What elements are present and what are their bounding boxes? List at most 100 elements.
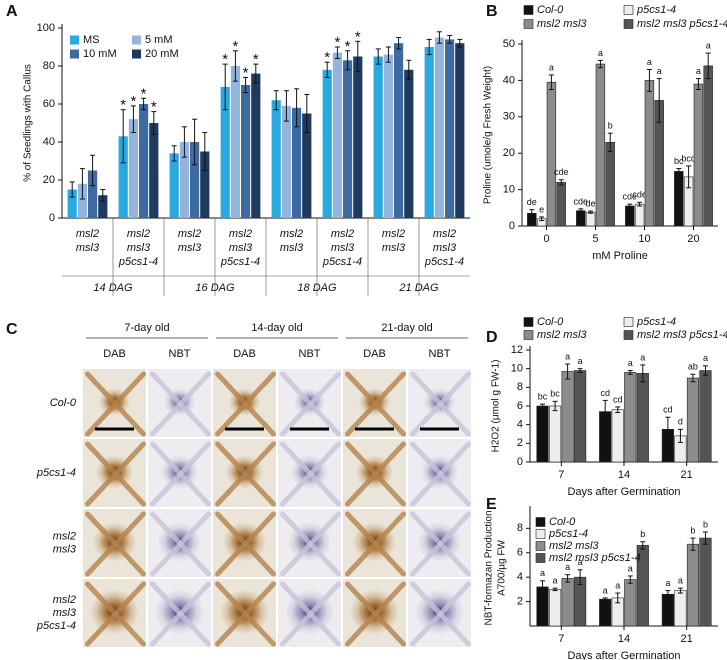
- bar: [574, 370, 587, 463]
- group-label: 14 DAG: [93, 282, 133, 294]
- error-bar: [294, 88, 300, 128]
- x-tick-label: msl2: [433, 228, 456, 240]
- x-tick-label: 7: [558, 469, 564, 481]
- leaf-stalk: [113, 471, 146, 507]
- leaf-stalk: [85, 401, 118, 437]
- leaf-stalk: [178, 511, 211, 547]
- leaf-stalk: [438, 401, 471, 437]
- significance-label: *: [355, 28, 361, 45]
- bar: [322, 69, 332, 218]
- leaf-stalk: [243, 471, 276, 507]
- leaf-stalk: [178, 541, 211, 577]
- y-tick-label: 30: [503, 111, 515, 123]
- age-header: 7-day old: [124, 322, 169, 334]
- bar: [674, 590, 687, 627]
- legend-swatch: [70, 35, 79, 45]
- error-bar: [695, 78, 701, 90]
- bar: [251, 73, 261, 218]
- error-bar: [120, 109, 126, 164]
- error-bar: [457, 38, 463, 48]
- error-bar: [540, 403, 546, 409]
- leaf-stalk: [345, 371, 378, 407]
- legend-label: msl2 msl3 p5cs1-4: [549, 552, 641, 564]
- bar: [343, 60, 353, 218]
- group-label: 18 DAG: [297, 282, 337, 294]
- leaf-stalk: [410, 581, 443, 617]
- bar: [624, 579, 637, 627]
- y-tick-label: 6: [517, 547, 523, 559]
- error-bar: [548, 74, 554, 90]
- significance-label: bcd: [681, 153, 696, 163]
- leaf-stalk: [85, 541, 118, 577]
- leaf-stalk: [280, 441, 313, 477]
- leaf-stalk: [215, 581, 248, 617]
- y-tick-label: 4: [517, 571, 523, 583]
- group-label: 21 DAG: [398, 282, 439, 294]
- row-label: p5cs1-4: [36, 620, 76, 632]
- x-tick-label: msl3: [382, 242, 406, 254]
- bar: [302, 113, 312, 218]
- stain-header: DAB: [363, 348, 386, 360]
- x-axis-label: mM Proline: [592, 250, 648, 262]
- bar: [644, 80, 655, 227]
- error-bar: [243, 76, 249, 94]
- significance-label: cde: [623, 192, 638, 202]
- x-tick-label: msl2: [331, 228, 354, 240]
- error-bar: [665, 416, 671, 442]
- error-bar: [577, 368, 583, 373]
- error-bar: [90, 154, 96, 187]
- significance-label: b: [608, 121, 613, 131]
- error-bar: [702, 531, 708, 545]
- leaf-stalk: [410, 511, 443, 547]
- y-tick-label: 40: [43, 136, 55, 148]
- row-label: msl3: [53, 543, 77, 555]
- leaf-stalk: [215, 541, 248, 577]
- error-bar: [607, 132, 613, 152]
- bar: [271, 100, 281, 218]
- error-bar: [375, 48, 381, 65]
- leaf-stalk: [345, 541, 378, 577]
- y-tick-label: 0: [509, 220, 515, 232]
- error-bar: [273, 90, 279, 111]
- bar: [98, 195, 108, 218]
- age-header: 14-day old: [251, 322, 302, 334]
- legend-label: p5cs1-4: [636, 316, 676, 328]
- significance-label: a: [615, 580, 620, 590]
- significance-label: *: [130, 93, 136, 110]
- error-bar: [646, 68, 652, 92]
- legend-label: 10 mM: [83, 48, 117, 60]
- significance-label: a: [565, 562, 570, 572]
- error-bar: [552, 400, 558, 412]
- error-bar: [324, 61, 330, 78]
- leaf-stalk: [215, 611, 248, 647]
- bar: [179, 142, 189, 218]
- error-bar: [676, 167, 682, 175]
- error-bar: [656, 78, 662, 123]
- leaf-stalk: [410, 471, 443, 507]
- bar: [118, 136, 128, 218]
- legend-label: Col-0: [537, 4, 564, 16]
- leaf-stalk: [308, 611, 341, 647]
- leaf-stalk: [373, 511, 406, 547]
- bar: [536, 405, 549, 463]
- leaf-stalk: [243, 581, 276, 617]
- x-tick-label: p5cs1-4: [322, 256, 362, 268]
- error-bar: [385, 46, 391, 63]
- legend-label: Col-0: [537, 316, 564, 328]
- legend-swatch: [535, 529, 546, 539]
- y-tick-label: 2: [517, 595, 523, 607]
- error-bar: [529, 209, 535, 218]
- significance-label: cde: [554, 167, 569, 177]
- leaf-stalk: [243, 541, 276, 577]
- bar: [686, 377, 700, 463]
- leaf-stalk: [113, 611, 146, 647]
- leaf-stalk: [150, 511, 183, 547]
- leaf-stalk: [280, 401, 313, 437]
- y-axis-label: Proline (umole/g Fresh Weight): [483, 66, 494, 204]
- leaf-stalk: [215, 471, 248, 507]
- leaf-stalk: [345, 611, 378, 647]
- bar: [353, 56, 363, 218]
- bar: [595, 63, 606, 227]
- leaf-stalk: [280, 581, 313, 617]
- legend-swatch: [523, 330, 534, 340]
